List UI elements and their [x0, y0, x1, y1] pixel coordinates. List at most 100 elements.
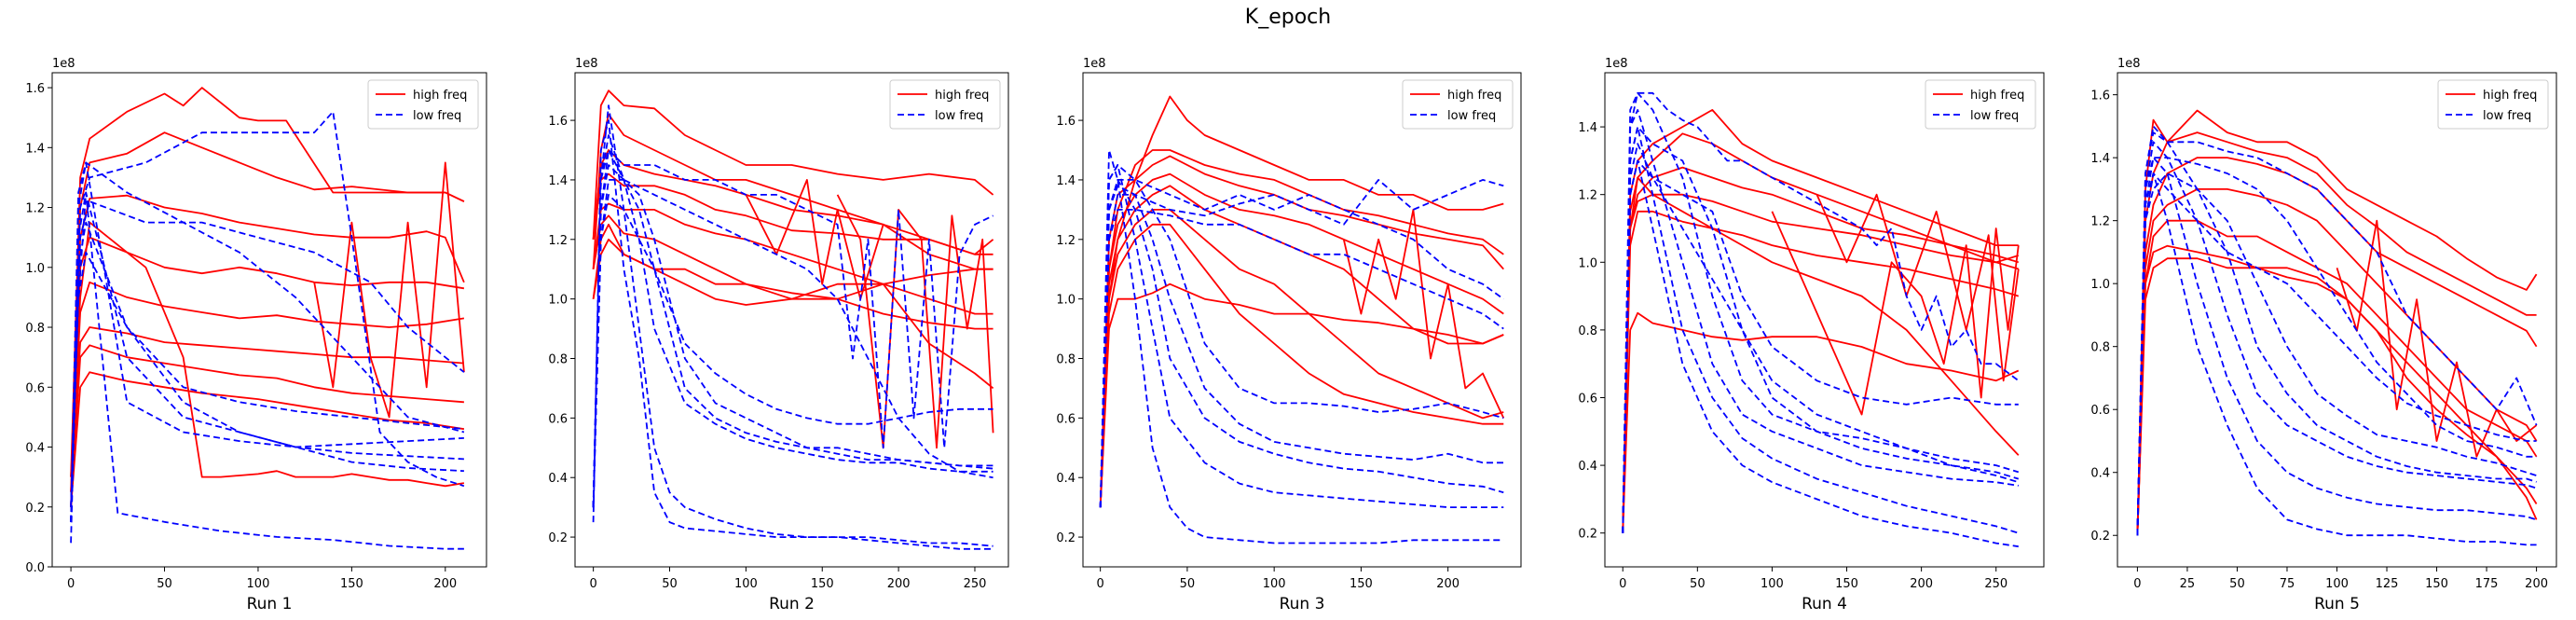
series-line-high-9 — [1816, 193, 2020, 382]
y-tick-label: 1.0 — [25, 262, 45, 276]
series-line-low-15 — [1099, 164, 1504, 508]
series-line-low-12 — [1622, 109, 2019, 533]
series-line-low-16 — [1622, 91, 2020, 533]
series-line-high-2 — [1099, 149, 1504, 508]
series-line-low-16 — [592, 193, 993, 508]
series-line-low-17 — [70, 110, 465, 507]
legend-label: low freq — [1970, 109, 2019, 123]
y-multiplier-label: 1e8 — [575, 57, 598, 71]
series-line-low-12 — [592, 104, 993, 547]
series-line-high-1 — [592, 90, 994, 240]
series-line-low-17 — [1099, 208, 1504, 508]
legend-label: high freq — [1447, 89, 1501, 103]
x-axis-label: Run 3 — [1280, 595, 1325, 613]
x-tick-label: 0 — [1619, 577, 1626, 591]
x-tick-label: 200 — [1910, 577, 1933, 591]
y-multiplier-label: 1e8 — [52, 57, 75, 71]
x-tick-label: 50 — [1180, 577, 1196, 591]
x-tick-label: 200 — [433, 577, 457, 591]
y-tick-label: 1.6 — [1056, 115, 1076, 129]
series-line-low-13 — [70, 191, 464, 522]
x-axis-label: Run 1 — [247, 595, 293, 613]
series-line-high-1 — [2136, 109, 2538, 536]
legend: high freq low freq — [367, 79, 479, 130]
y-tick-label: 0.8 — [1056, 353, 1076, 367]
y-tick-label: 0.6 — [2090, 404, 2110, 418]
y-tick-label: 0.8 — [548, 353, 568, 367]
plot-frame — [574, 72, 1009, 568]
series-group — [1622, 91, 2020, 548]
x-axis-label: Run 4 — [1802, 595, 1847, 613]
series-line-low-15 — [1622, 159, 2019, 533]
plot-frame — [2117, 72, 2557, 568]
y-tick-label: 1.4 — [1056, 174, 1076, 188]
series-group — [2136, 109, 2538, 546]
x-tick-label: 25 — [2180, 577, 2196, 591]
series-line-high-3 — [70, 194, 465, 507]
series-line-high-5 — [592, 202, 993, 315]
legend-label: high freq — [2483, 89, 2537, 103]
y-tick-label: 0.0 — [25, 561, 45, 575]
y-tick-label: 1.2 — [1578, 189, 1597, 203]
x-tick-label: 200 — [2525, 577, 2548, 591]
x-axis-label: Run 2 — [769, 595, 815, 613]
y-tick-label: 1.2 — [2090, 215, 2110, 229]
chart-panel-1: 0 50 100 150 200 0.0 0.2 0.4 0.6 0.8 1.0 1.2 1.4 1.6 1… — [25, 57, 487, 613]
series-line-high-8 — [1099, 282, 1504, 508]
x-axis-label: Run 5 — [2314, 595, 2360, 613]
plot-frame — [1604, 72, 2045, 568]
y-tick-label: 0.6 — [25, 381, 45, 395]
legend: high freq low freq — [1925, 79, 2036, 130]
series-line-high-6 — [70, 326, 464, 507]
y-tick-label: 0.8 — [25, 322, 45, 336]
series-line-low-12 — [2136, 125, 2537, 536]
series-line-low-13 — [1622, 91, 2020, 533]
series-line-high-1 — [1622, 109, 2019, 533]
series-line-high-6 — [2136, 244, 2538, 536]
x-tick-label: 150 — [2425, 577, 2448, 591]
x-tick-label: 0 — [2133, 577, 2141, 591]
y-tick-label: 1.0 — [1056, 294, 1076, 308]
y-tick-label: 0.2 — [1056, 531, 1076, 545]
y-multiplier-label: 1e8 — [1605, 57, 1628, 71]
series-line-high-10 — [313, 161, 465, 419]
chart-panel-5: 0 25 50 75 100 125 150 175 200 0.2 0.4 0.6 0.8 1.0 1.2… — [2090, 57, 2557, 613]
series-group — [70, 87, 465, 550]
legend-box — [1925, 79, 2036, 130]
series-line-high-6 — [1622, 311, 2020, 533]
series-line-low-16 — [70, 161, 465, 522]
legend-label: high freq — [1970, 89, 2024, 103]
series-line-high-1 — [70, 87, 465, 477]
series-line-high-9 — [836, 194, 994, 449]
series-line-high-2 — [70, 131, 465, 492]
series-line-low-13 — [2136, 172, 2537, 536]
series-line-high-7 — [2136, 257, 2538, 536]
y-tick-label: 1.6 — [2090, 90, 2110, 103]
series-line-low-11 — [1099, 164, 1504, 508]
series-line-low-16 — [1099, 178, 1504, 508]
plot-frame — [1082, 72, 1522, 568]
series-line-high-2 — [2136, 131, 2537, 536]
series-line-high-4 — [1622, 193, 2020, 533]
legend-label: low freq — [413, 109, 461, 123]
chart-panel-4: 0 50 100 150 200 250 0.2 0.4 0.6 0.8 1.0 1.2 1.4 1e8 R… — [1578, 57, 2045, 613]
y-tick-label: 0.4 — [25, 442, 45, 456]
series-line-high-8 — [1771, 211, 2020, 416]
series-line-high-3 — [2136, 157, 2538, 536]
series-line-high-2 — [592, 113, 993, 269]
series-line-low-10 — [1099, 149, 1504, 544]
series-line-low-11 — [592, 119, 993, 550]
series-line-low-15 — [2136, 131, 2538, 536]
series-line-high-8 — [592, 238, 993, 300]
x-tick-label: 200 — [1436, 577, 1459, 591]
series-line-low-17 — [592, 149, 993, 508]
series-line-high-8 — [70, 371, 465, 507]
x-tick-label: 75 — [2280, 577, 2295, 591]
series-line-low-18 — [70, 200, 465, 507]
figure-title: K_epoch — [1244, 6, 1332, 29]
y-tick-label: 0.6 — [1578, 392, 1597, 406]
series-line-low-12 — [70, 161, 464, 522]
series-line-low-14 — [1099, 178, 1504, 508]
x-tick-label: 100 — [1263, 577, 1286, 591]
